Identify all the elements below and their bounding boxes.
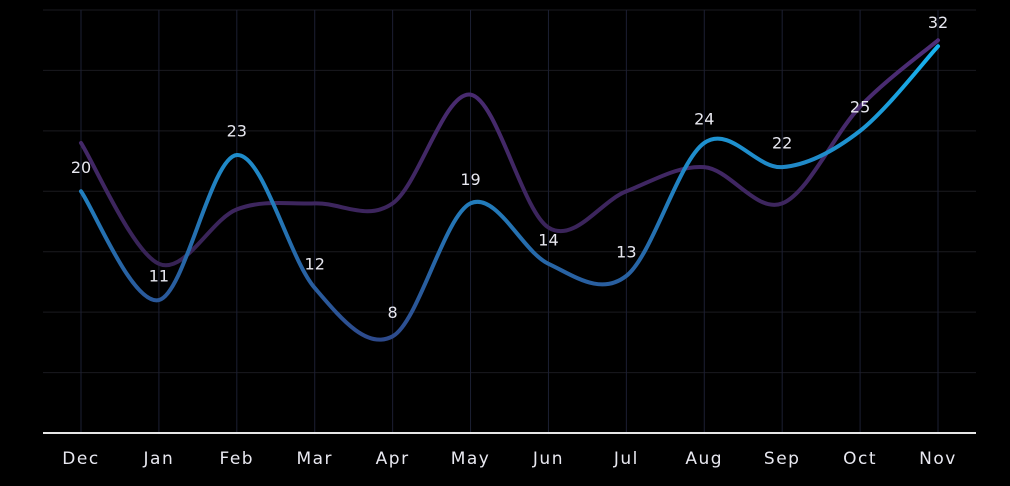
x-tick-label: Mar [296,449,333,469]
data-label: 32 [928,13,948,32]
data-label: 19 [460,170,480,189]
x-tick-label: Jan [143,449,175,469]
x-tick-label: Feb [220,449,255,469]
x-tick-label: Apr [376,449,410,469]
data-label: 8 [388,303,398,322]
x-tick-label: Oct [843,449,877,469]
x-tick-label: Jun [532,449,564,469]
data-label: 13 [616,242,636,261]
data-label: 22 [772,134,792,153]
x-tick-label: Nov [919,449,957,469]
series-line [79,38,940,268]
data-label: 14 [538,230,558,249]
x-tick-label: May [451,449,491,469]
data-label: 25 [850,97,870,116]
data-label: 20 [71,158,91,177]
data-label: 24 [694,109,714,128]
data-label: 23 [227,122,247,141]
x-tick-label: Dec [62,449,99,469]
x-tick-label: Sep [764,449,801,469]
x-tick-label: Jul [613,449,639,469]
x-tick-label: Aug [685,449,723,469]
data-label: 11 [149,267,169,286]
series-line [79,44,940,342]
data-label: 12 [305,254,325,273]
